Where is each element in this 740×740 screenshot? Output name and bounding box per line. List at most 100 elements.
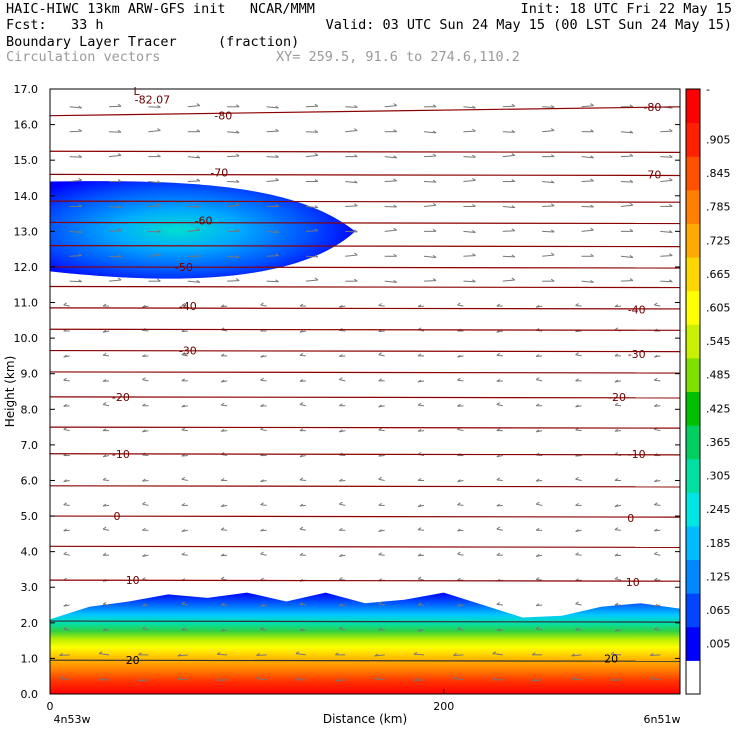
isotherm-label: -10 <box>112 448 130 461</box>
circulation-vector-head <box>575 552 579 556</box>
circulation-vector <box>266 156 279 158</box>
circulation-vector-head <box>535 501 540 505</box>
circulation-vector <box>457 379 464 382</box>
circulation-vector <box>453 654 464 656</box>
circulation-vector-head <box>354 203 358 207</box>
circulation-vector-head <box>457 551 461 555</box>
circulation-vector-head <box>78 204 82 207</box>
circulation-vector <box>654 379 661 382</box>
isotherm-label: -60 <box>195 215 213 228</box>
circulation-vector-head <box>142 501 146 505</box>
circulation-vector-head <box>299 602 304 605</box>
colorbar-label: .185 <box>706 537 731 550</box>
circulation-vector-head <box>650 653 654 656</box>
circulation-vector <box>142 503 149 506</box>
circulation-vector-head <box>629 179 634 183</box>
circulation-vector-head <box>138 652 142 656</box>
circulation-vector-head <box>314 153 319 156</box>
circulation-vector <box>345 254 358 257</box>
y-tick-label: 4.0 <box>21 546 39 559</box>
colorbar-swatch <box>686 89 700 124</box>
circulation-vector-head <box>575 627 579 631</box>
colorbar-label: .605 <box>706 301 731 314</box>
circulation-vector <box>542 106 555 108</box>
circulation-vector <box>418 404 425 407</box>
circulation-vector <box>378 354 385 357</box>
isotherm-line <box>50 307 680 310</box>
circulation-vector <box>266 255 279 257</box>
circulation-vector-head <box>654 551 658 555</box>
circulation-vector <box>227 155 240 158</box>
circulation-vector-head <box>378 552 382 556</box>
circulation-vector-head <box>314 103 319 107</box>
circulation-vector-head <box>472 279 476 283</box>
circulation-vector-head <box>63 377 67 381</box>
circulation-vector-head <box>590 253 594 257</box>
circulation-vector-head <box>531 678 536 682</box>
circulation-vector-head <box>629 278 634 281</box>
circulation-vector <box>502 230 515 232</box>
circulation-vector-head <box>102 303 107 307</box>
circulation-vector-head <box>102 602 107 605</box>
circulation-vector-head <box>63 603 67 607</box>
circulation-vector <box>227 131 240 134</box>
cross-section-coords: XY= 259.5, 91.6 to 274.6,110.2 <box>276 49 520 65</box>
circulation-vector <box>102 528 110 531</box>
circulation-vector-head <box>417 428 422 432</box>
circulation-vector <box>417 578 425 581</box>
circulation-vector <box>345 130 358 133</box>
circulation-vector-head <box>220 353 225 357</box>
y-tick-label: 9.0 <box>21 368 39 381</box>
y-tick-label: 10.0 <box>14 332 39 345</box>
circulation-vector <box>571 678 582 681</box>
circulation-vector <box>227 181 240 183</box>
circulation-vector-head <box>235 228 240 232</box>
circulation-vector-head <box>256 653 260 656</box>
circulation-vector <box>63 379 70 382</box>
circulation-vector-head <box>102 428 107 432</box>
circulation-vector-head <box>181 627 186 631</box>
circulation-vector <box>502 279 515 282</box>
circulation-vector <box>109 230 122 232</box>
colorbar-swatch <box>686 559 700 594</box>
circulation-vector <box>581 156 594 159</box>
circulation-vector-head <box>339 478 343 482</box>
circulation-vector <box>536 379 543 382</box>
circulation-vector <box>650 654 661 656</box>
circulation-vector <box>496 603 503 606</box>
circulation-vector-head <box>299 303 304 307</box>
circulation-vector <box>69 230 82 234</box>
circulation-vector-head <box>354 154 358 158</box>
circulation-vector-head <box>260 302 264 306</box>
circulation-vector <box>532 679 543 682</box>
circulation-vector <box>496 528 503 531</box>
circulation-vector <box>650 678 661 681</box>
circulation-vector-head <box>654 302 658 306</box>
circulation-vector-head <box>417 576 422 580</box>
circulation-vector <box>109 205 122 209</box>
circulation-vector <box>339 379 346 382</box>
isotherm-label: -80 <box>643 101 661 114</box>
circulation-vector-head <box>354 104 358 108</box>
isotherm-line <box>50 485 680 488</box>
colorbar-swatch <box>686 257 700 292</box>
circulation-vector <box>299 603 306 606</box>
circulation-vector-head <box>256 676 260 679</box>
circulation-vector-head <box>59 676 63 679</box>
isotherm-label: L <box>134 85 141 98</box>
circulation-vector-head <box>378 303 382 306</box>
circulation-vector-head <box>260 403 264 407</box>
circulation-vector-head <box>550 154 555 158</box>
circulation-vector-head <box>354 180 358 184</box>
isotherm-label: -10 <box>628 448 646 461</box>
circulation-vector-head <box>575 578 579 582</box>
circulation-vector <box>424 181 437 183</box>
y-tick-label: 5.0 <box>21 510 39 523</box>
colorbar-swatch <box>686 525 700 561</box>
circulation-vector <box>260 553 267 556</box>
circulation-vector <box>660 230 673 234</box>
circulation-vector <box>542 130 555 133</box>
colorbar-swatch <box>686 290 700 325</box>
circulation-vector-head <box>354 252 358 256</box>
circulation-vector-head <box>354 229 358 233</box>
